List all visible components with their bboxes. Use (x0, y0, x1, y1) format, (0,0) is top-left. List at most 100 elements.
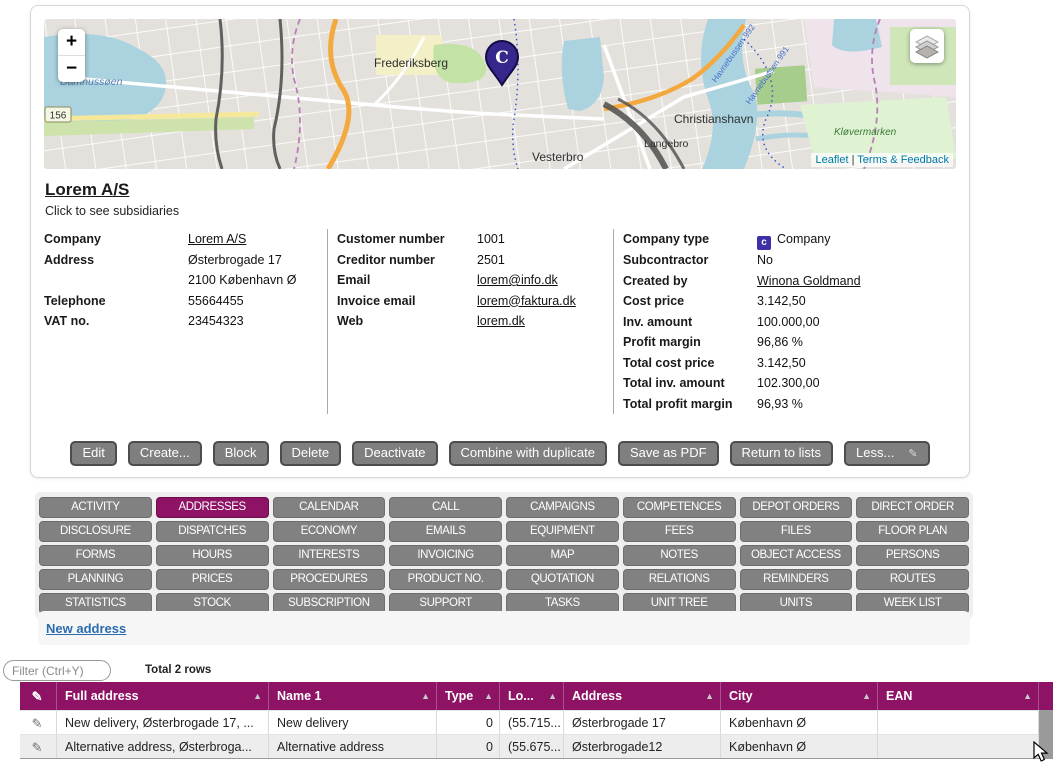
tab-notes[interactable]: NOTES (623, 545, 736, 566)
deactivate-button[interactable]: Deactivate (352, 441, 437, 466)
tab-interests[interactable]: INTERESTS (273, 545, 386, 566)
leaflet-link[interactable]: Leaflet (815, 154, 848, 166)
total-inv-amount-value: 102.300,00 (757, 373, 820, 394)
column-header-name1[interactable]: Name 1▲ (269, 682, 437, 710)
field-label: Telephone (44, 291, 188, 312)
field-label: Subcontractor (623, 250, 757, 271)
sort-asc-icon[interactable]: ▲ (480, 682, 493, 710)
edit-button[interactable]: Edit (70, 441, 116, 466)
table-row[interactable]: ✎ New delivery, Østerbrogade 17, ... New… (20, 710, 1053, 734)
tab-addresses[interactable]: ADDRESSES (156, 497, 269, 518)
tab-invoicing[interactable]: INVOICING (389, 545, 502, 566)
tab-competences[interactable]: COMPETENCES (623, 497, 736, 518)
address-line-1: Østerbrogade 17 (188, 250, 296, 271)
map-attribution: Leaflet | Terms & Feedback (811, 153, 953, 167)
map-canal-topright (832, 19, 882, 52)
tab-emails[interactable]: EMAILS (389, 521, 502, 542)
new-address-bar: New address (38, 611, 970, 645)
tab-forms[interactable]: FORMS (39, 545, 152, 566)
tab-quotation[interactable]: QUOTATION (506, 569, 619, 590)
tab-equipment[interactable]: EQUIPMENT (506, 521, 619, 542)
column-header-city[interactable]: City▲ (721, 682, 878, 710)
column-header-ean[interactable]: EAN▲ (878, 682, 1039, 710)
total-profit-margin-value: 96,93 % (757, 394, 803, 415)
tab-reminders[interactable]: REMINDERS (740, 569, 853, 590)
sort-asc-icon[interactable]: ▲ (858, 682, 871, 710)
tab-floor-plan[interactable]: FLOOR PLAN (856, 521, 969, 542)
tab-planning[interactable]: PLANNING (39, 569, 152, 590)
tab-calendar[interactable]: CALENDAR (273, 497, 386, 518)
edit-row-icon[interactable]: ✎ (26, 734, 50, 758)
column-header-full-address[interactable]: Full address▲ (57, 682, 269, 710)
sort-asc-icon[interactable]: ▲ (701, 682, 714, 710)
create-button[interactable]: Create... (128, 441, 202, 466)
cell-city: København Ø (721, 734, 878, 758)
tab-persons[interactable]: PERSONS (856, 545, 969, 566)
tab-procedures[interactable]: PROCEDURES (273, 569, 386, 590)
less-button[interactable]: Less...✎ (844, 441, 930, 466)
sort-asc-icon[interactable]: ▲ (1019, 682, 1032, 710)
details-column-3: Company typecCompany SubcontractorNo Cre… (613, 229, 956, 414)
map-label-vesterbro: Vesterbro (532, 150, 584, 164)
new-address-link[interactable]: New address (46, 621, 126, 636)
column-header-address[interactable]: Address▲ (564, 682, 721, 710)
map-layers-button[interactable] (910, 29, 944, 63)
tab-campaigns[interactable]: CAMPAIGNS (506, 497, 619, 518)
tab-direct-order[interactable]: DIRECT ORDER (856, 497, 969, 518)
tab-depot-orders[interactable]: DEPOT ORDERS (740, 497, 853, 518)
field-label: Address (44, 250, 188, 291)
delete-button[interactable]: Delete (280, 441, 342, 466)
tab-routes[interactable]: ROUTES (856, 569, 969, 590)
tab-files[interactable]: FILES (740, 521, 853, 542)
filter-input[interactable] (3, 660, 111, 681)
tab-object-access[interactable]: OBJECT ACCESS (740, 545, 853, 566)
sort-asc-icon[interactable]: ▲ (249, 682, 262, 710)
tab-fees[interactable]: FEES (623, 521, 736, 542)
invoice-email-link[interactable]: lorem@faktura.dk (477, 294, 576, 308)
combine-with-duplicate-button[interactable]: Combine with duplicate (449, 441, 607, 466)
column-header-type[interactable]: Type▲ (437, 682, 500, 710)
table-row[interactable]: ✎ Alternative address, Østerbroga... Alt… (20, 734, 1053, 758)
tab-economy[interactable]: ECONOMY (273, 521, 386, 542)
tab-call[interactable]: CALL (389, 497, 502, 518)
field-label: Total cost price (623, 353, 757, 374)
edit-column-header: ✎ (20, 682, 57, 710)
cost-price-value: 3.142,50 (757, 291, 806, 312)
cell-address: Østerbrogade 17 (564, 710, 721, 734)
edit-row-icon[interactable]: ✎ (26, 710, 50, 734)
map-canvas: Frederiksberg Vesterbro Christianshavn L… (44, 19, 956, 169)
field-label: Total inv. amount (623, 373, 757, 394)
field-label: Web (337, 311, 477, 332)
email-link[interactable]: lorem@info.dk (477, 273, 558, 287)
action-toolbar: Edit Create... Block Delete Deactivate C… (44, 441, 956, 466)
tab-activity[interactable]: ACTIVITY (39, 497, 152, 518)
web-link[interactable]: lorem.dk (477, 314, 525, 328)
terms-feedback-link[interactable]: Terms & Feedback (857, 154, 949, 166)
tab-prices[interactable]: PRICES (156, 569, 269, 590)
tab-disclosure[interactable]: DISCLOSURE (39, 521, 152, 542)
zoom-in-button[interactable]: + (58, 29, 85, 55)
cell-type: 0 (437, 710, 500, 734)
tab-map[interactable]: MAP (506, 545, 619, 566)
tab-relations[interactable]: RELATIONS (623, 569, 736, 590)
tab-product-no[interactable]: PRODUCT NO. (389, 569, 502, 590)
company-title[interactable]: Lorem A/S (45, 180, 129, 200)
sort-asc-icon[interactable]: ▲ (544, 682, 557, 710)
created-by-link[interactable]: Winona Goldmand (757, 274, 861, 288)
map[interactable]: Frederiksberg Vesterbro Christianshavn L… (44, 19, 956, 169)
cell-name1: Alternative address (269, 734, 437, 758)
sort-asc-icon[interactable]: ▲ (417, 682, 430, 710)
tab-dispatches[interactable]: DISPATCHES (156, 521, 269, 542)
return-to-lists-button[interactable]: Return to lists (730, 441, 833, 466)
table-header-row: ✎ Full address▲ Name 1▲ Type▲ Lo...▲ Add… (20, 682, 1053, 710)
layers-icon (914, 33, 940, 59)
save-as-pdf-button[interactable]: Save as PDF (618, 441, 719, 466)
tab-hours[interactable]: HOURS (156, 545, 269, 566)
zoom-out-button[interactable]: − (58, 55, 85, 82)
block-button[interactable]: Block (213, 441, 269, 466)
customer-number-value: 1001 (477, 229, 505, 250)
column-header-lo[interactable]: Lo...▲ (500, 682, 564, 710)
company-link[interactable]: Lorem A/S (188, 232, 246, 246)
company-details: CompanyLorem A/S AddressØsterbrogade 172… (44, 229, 956, 414)
table-scrollbar-thumb[interactable] (1039, 710, 1053, 759)
